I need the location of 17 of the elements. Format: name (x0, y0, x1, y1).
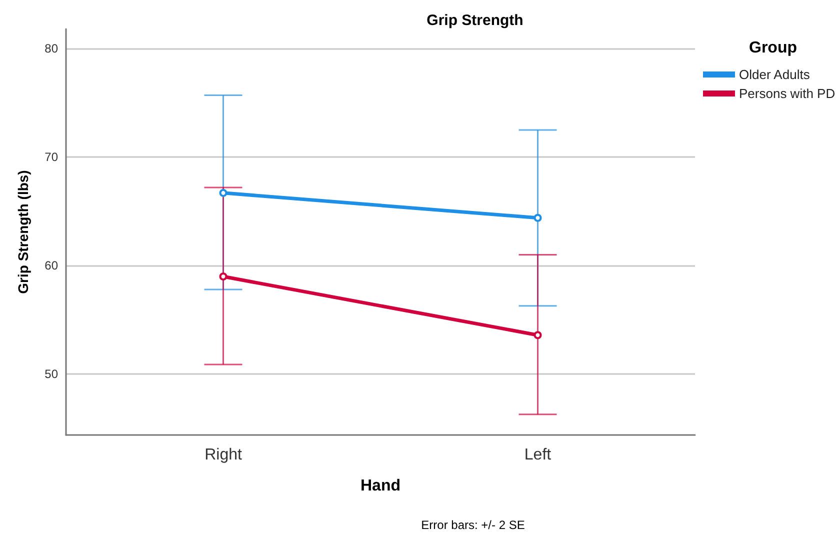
y-tick-label: 50 (44, 367, 58, 382)
point (534, 331, 542, 340)
y-tick-label: 60 (44, 258, 58, 273)
point (219, 272, 228, 281)
y-axis-title: Grip Strength (lbs) (15, 170, 31, 294)
legend-label: Persons with PD (739, 86, 836, 101)
point (219, 188, 228, 197)
x-tick-label: Right (204, 446, 242, 464)
legend-label: Older Adults (739, 67, 810, 82)
legend-title: Group (749, 40, 798, 56)
x-tick-label: Left (524, 446, 552, 464)
x-axis-title: Hand (360, 478, 400, 494)
chart-title: Grip Strength (426, 12, 524, 29)
y-tick-label: 80 (44, 42, 58, 56)
point (534, 214, 542, 222)
text: Error bars: +/- 2 SE (421, 518, 525, 532)
y-tick-label: 70 (44, 150, 58, 164)
